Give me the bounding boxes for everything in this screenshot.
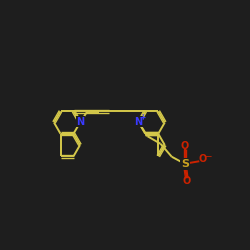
Text: N: N	[76, 117, 84, 127]
Text: O: O	[199, 154, 207, 164]
Text: −: −	[204, 151, 212, 160]
Text: O: O	[183, 176, 191, 186]
Text: S: S	[181, 159, 189, 169]
Text: N: N	[134, 117, 142, 127]
Text: +: +	[140, 113, 146, 122]
Text: O: O	[180, 141, 189, 151]
